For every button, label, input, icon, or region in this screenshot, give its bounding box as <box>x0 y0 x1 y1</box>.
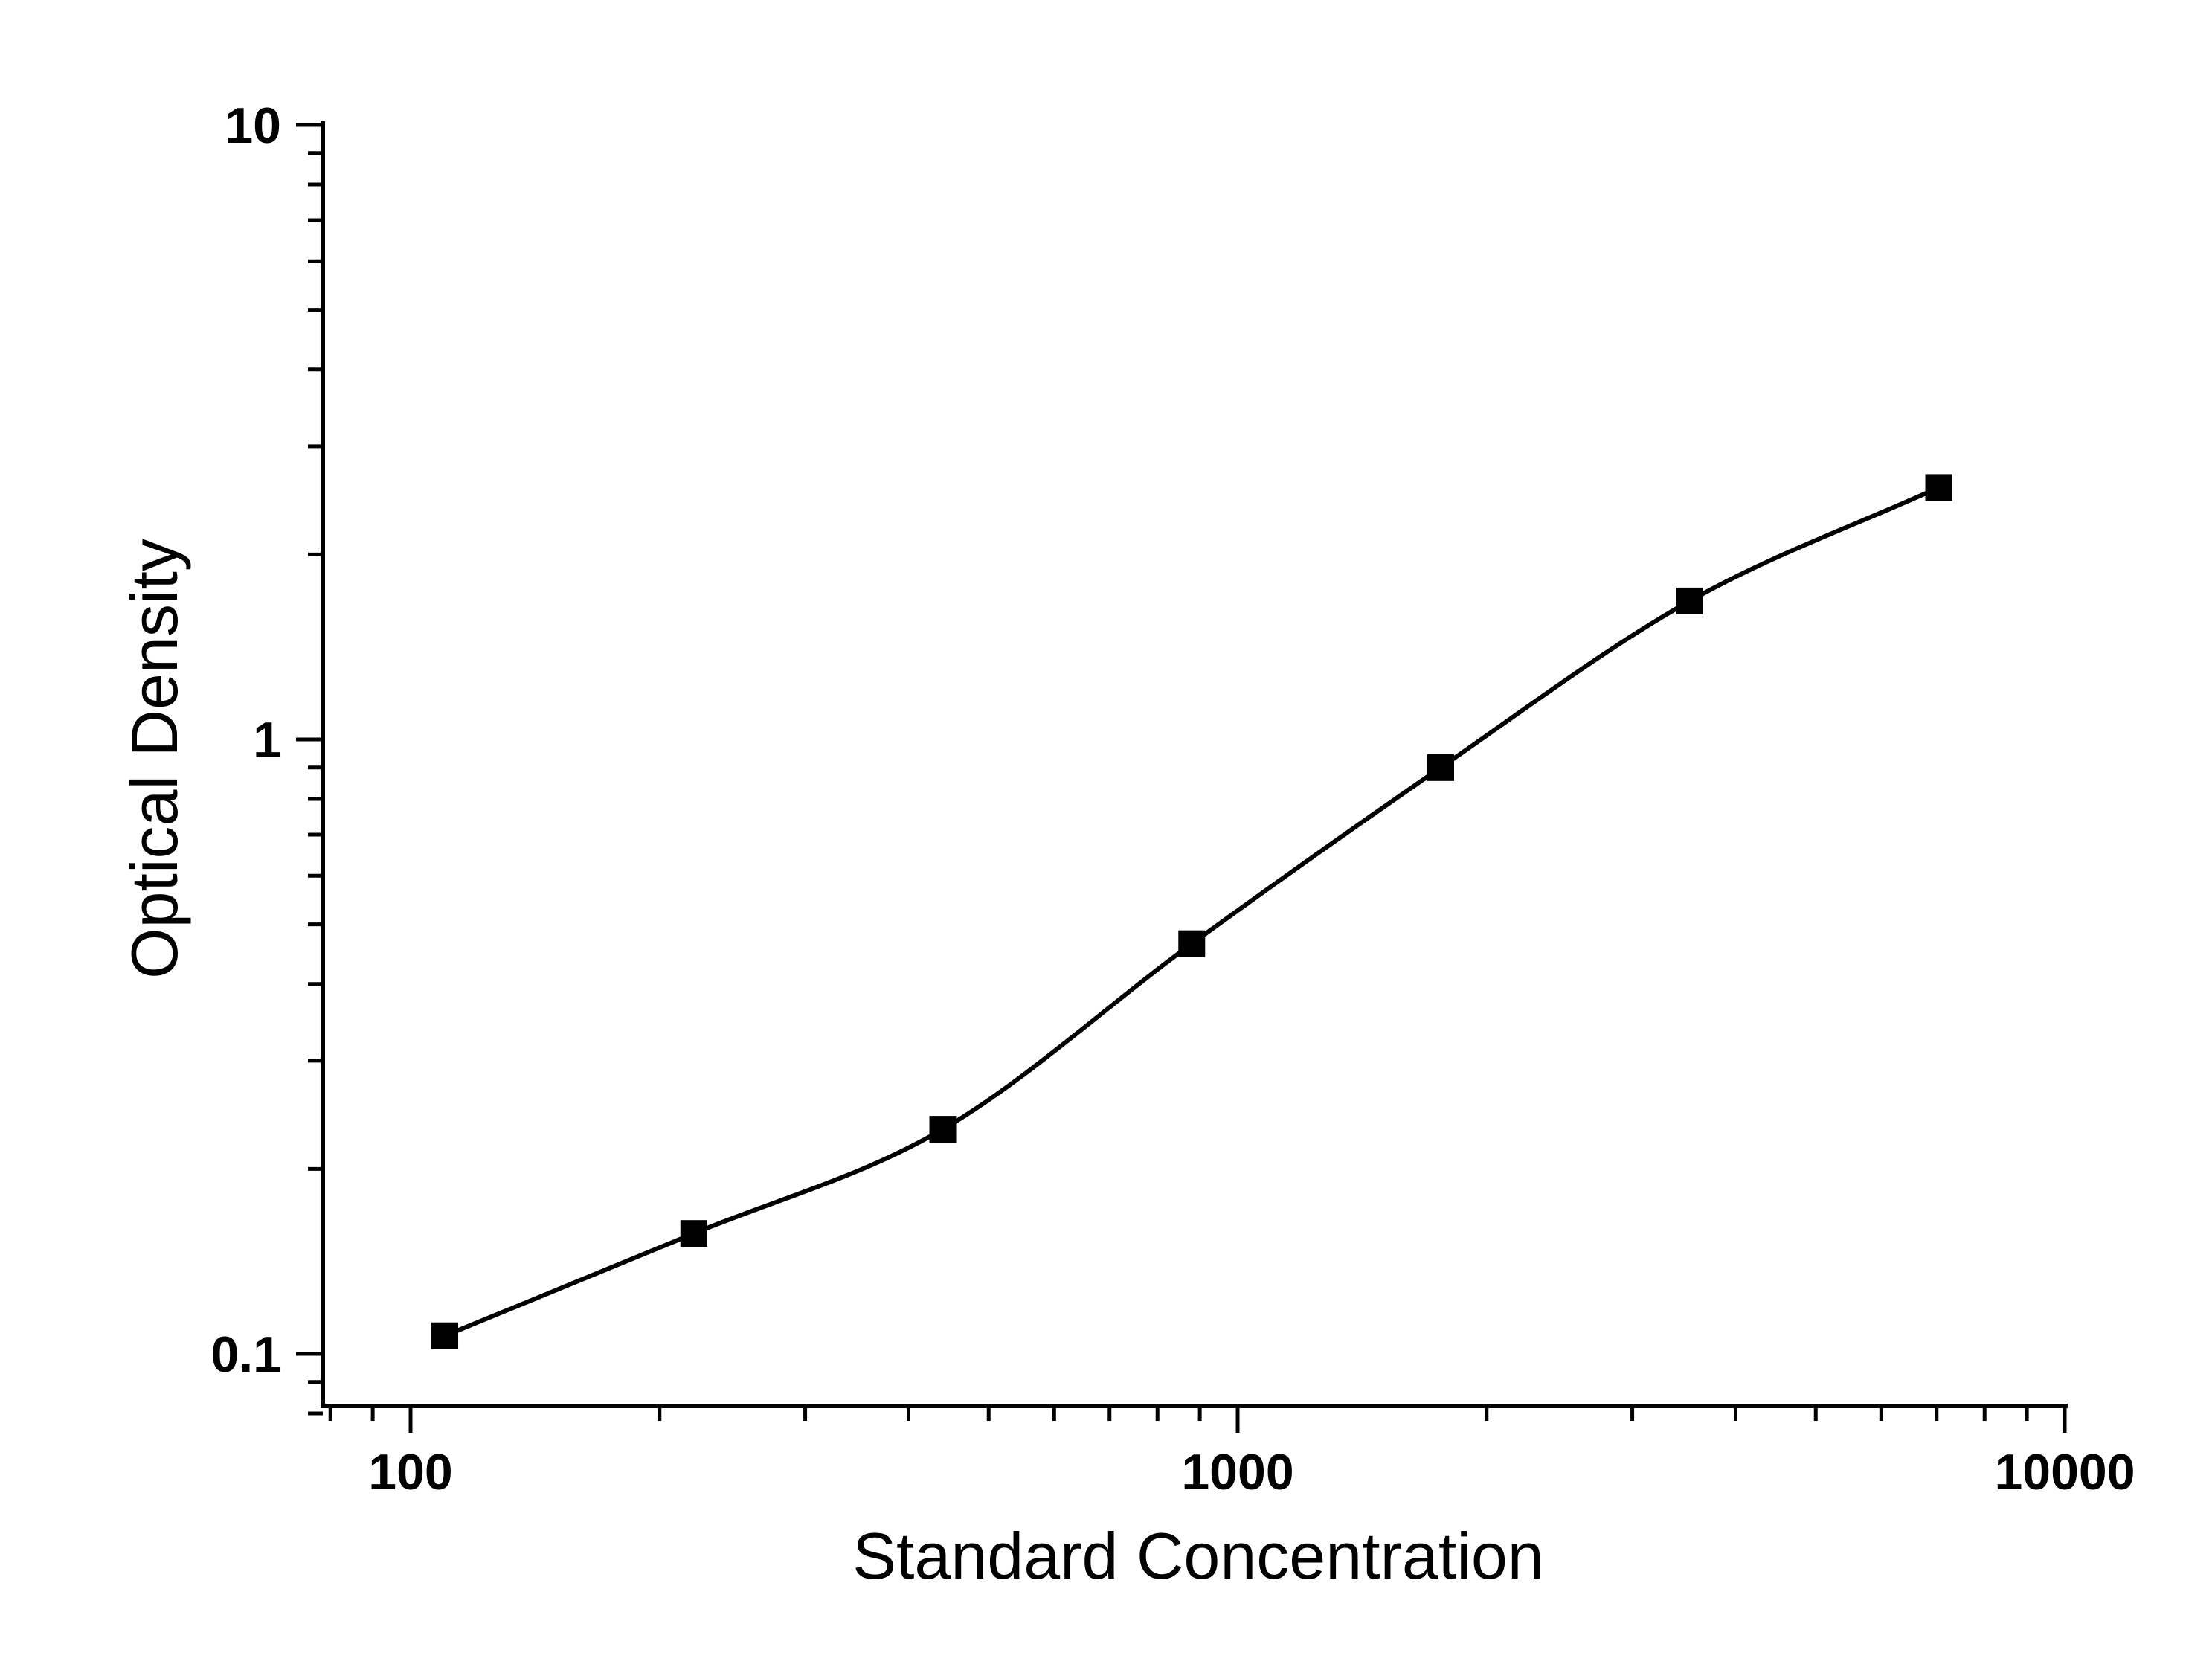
data-point-square <box>929 1116 957 1143</box>
fit-curve-layer <box>443 485 1940 1338</box>
data-point-square <box>1925 474 1952 501</box>
fit-curve <box>443 485 1940 1338</box>
x-tick-label: 1000 <box>1181 1444 1293 1500</box>
x-tick-label: 100 <box>368 1444 452 1500</box>
data-point-square <box>1427 754 1455 781</box>
data-point-square <box>431 1322 459 1349</box>
x-tick-label: 10000 <box>1994 1444 2135 1500</box>
data-point-square <box>680 1220 707 1247</box>
y-tick-label: 0.1 <box>210 1326 281 1383</box>
data-point-square <box>1178 930 1206 957</box>
y-tick-label: 10 <box>225 97 281 154</box>
data-points-layer <box>431 474 1952 1349</box>
axes: 100 1000 10000 0.1 1 10 <box>210 97 2135 1500</box>
y-tick-label: 1 <box>253 712 281 768</box>
x-axis-title: Standard Concentration <box>852 1519 1544 1593</box>
y-axis-title: Optical Density <box>118 539 191 979</box>
data-point-square <box>1676 587 1703 614</box>
